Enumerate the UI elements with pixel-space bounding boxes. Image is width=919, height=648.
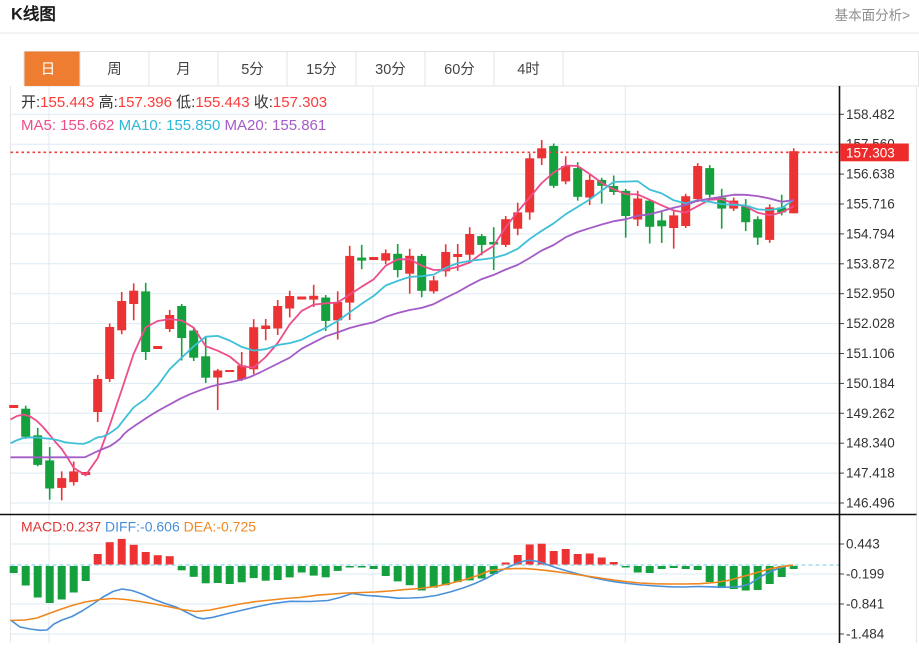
svg-text:4时: 4时 <box>517 61 540 78</box>
svg-text:146.496: 146.496 <box>846 496 895 511</box>
svg-text:-0.841: -0.841 <box>846 597 884 612</box>
svg-text:151.106: 151.106 <box>846 346 895 361</box>
svg-text:MA5: 155.662 MA10: 155.850 M: MA5: 155.662 MA10: 155.850 MA20: 155.861 <box>21 117 326 134</box>
svg-text:158.482: 158.482 <box>846 107 895 122</box>
svg-text:5分: 5分 <box>241 61 264 78</box>
svg-text:154.794: 154.794 <box>846 226 895 241</box>
svg-text:-0.199: -0.199 <box>846 567 884 582</box>
svg-text:开:155.443 高:157.396 低:155.44: 开:155.443 高:157.396 低:155.443 收:157.303 <box>21 94 327 111</box>
svg-text:152.028: 152.028 <box>846 316 895 331</box>
svg-text:149.262: 149.262 <box>846 406 895 421</box>
svg-text:147.418: 147.418 <box>846 466 895 481</box>
svg-text:15分: 15分 <box>306 61 337 78</box>
svg-text:60分: 60分 <box>444 61 475 78</box>
svg-text:周: 周 <box>107 62 122 78</box>
svg-text:156.638: 156.638 <box>846 167 895 182</box>
svg-text:150.184: 150.184 <box>846 376 895 391</box>
svg-text:0.443: 0.443 <box>846 537 880 552</box>
svg-text:MACD:0.237 DIFF:-0.606 DEA:-: MACD:0.237 DIFF:-0.606 DEA:-0.725 <box>21 519 256 535</box>
svg-text:153.872: 153.872 <box>846 256 895 271</box>
svg-text:月: 月 <box>176 62 191 78</box>
svg-text:157.303: 157.303 <box>846 146 895 161</box>
svg-text:148.340: 148.340 <box>846 436 895 451</box>
svg-text:日: 日 <box>41 62 56 78</box>
svg-text:基本面分析>: 基本面分析> <box>835 7 910 23</box>
svg-text:152.950: 152.950 <box>846 286 895 301</box>
svg-text:155.716: 155.716 <box>846 197 895 212</box>
svg-text:30分: 30分 <box>375 61 406 78</box>
svg-text:K线图: K线图 <box>11 4 56 24</box>
svg-text:-1.484: -1.484 <box>846 627 885 642</box>
